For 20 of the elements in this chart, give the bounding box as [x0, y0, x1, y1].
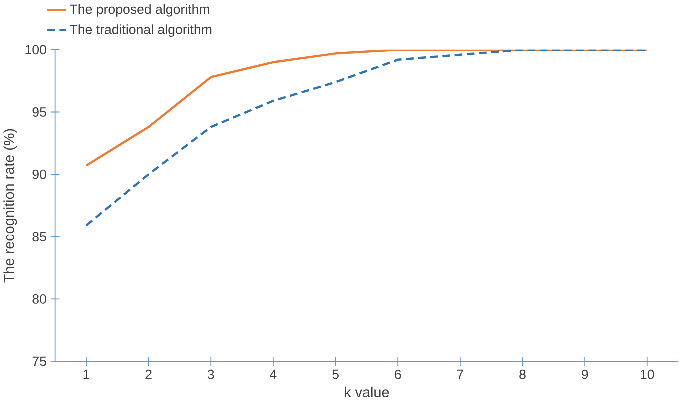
- legend-label: The proposed algorithm: [70, 4, 210, 17]
- y-tick-label: 90: [32, 170, 46, 180]
- x-tick-label: 10: [640, 370, 654, 380]
- y-tick-label: 100: [26, 45, 46, 55]
- y-tick-label: 75: [32, 356, 46, 366]
- x-tick-label: 4: [270, 370, 277, 379]
- x-tick-label: 5: [332, 370, 339, 380]
- y-tick-label: 95: [32, 107, 46, 117]
- x-tick-label: 3: [208, 370, 214, 380]
- x-tick-label: 7: [457, 370, 464, 379]
- x-tick-label: 6: [395, 370, 402, 380]
- x-tick-label: 8: [520, 370, 526, 380]
- x-tick-label: 9: [582, 370, 588, 380]
- x-tick-label: 1: [84, 370, 90, 379]
- x-axis-title: k value: [345, 386, 390, 398]
- y-axis-title: The recognition rate (%): [4, 129, 18, 283]
- y-tick-label: 85: [32, 232, 46, 242]
- x-tick-label: 2: [146, 370, 152, 380]
- legend-label: The traditional algorithm: [70, 24, 212, 37]
- y-tick-label: 80: [32, 294, 46, 304]
